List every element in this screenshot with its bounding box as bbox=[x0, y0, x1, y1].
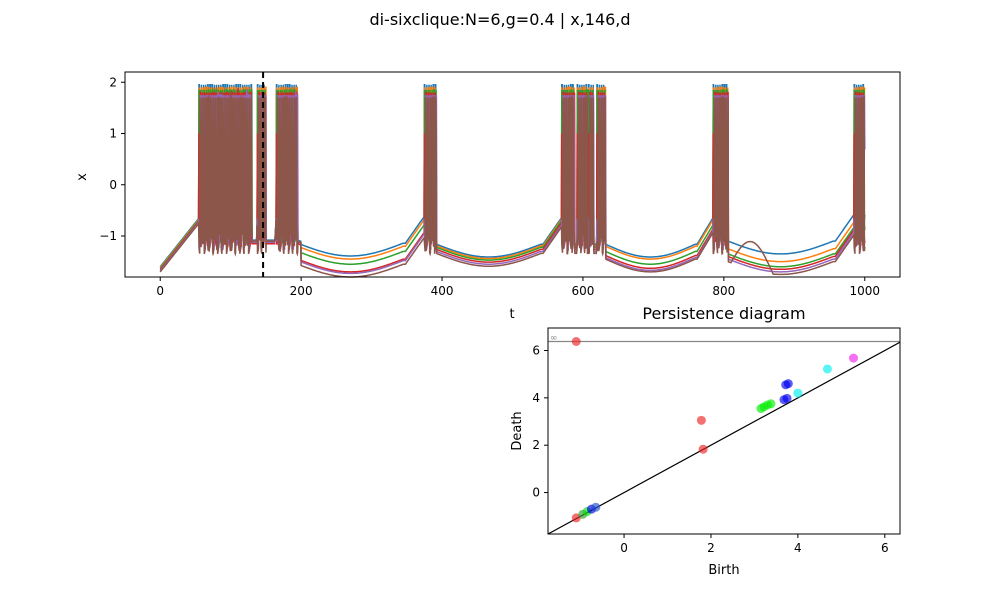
time-series-y-tick-label: 0 bbox=[109, 178, 117, 192]
time-series-x-label: t bbox=[509, 307, 514, 322]
persistence-diagram-frame bbox=[547, 327, 901, 535]
persistence-point bbox=[698, 444, 708, 454]
persistence-y-tick-label: 2 bbox=[532, 438, 540, 452]
figure-suptitle: di-sixclique:N=6,g=0.4 | x,146,d bbox=[369, 10, 630, 29]
time-series-x-tick-label: 400 bbox=[431, 284, 454, 298]
time-series-x-tick-label: 600 bbox=[572, 284, 595, 298]
time-series-y-tick-label: −1 bbox=[99, 229, 117, 243]
persistence-x-tick-label: 2 bbox=[707, 541, 715, 555]
persistence-y-tick-label: 0 bbox=[532, 486, 540, 500]
time-series-x-tick-label: 1000 bbox=[849, 284, 880, 298]
time-series-y-tick-label: 1 bbox=[109, 127, 117, 141]
persistence-x-ticks: 0 2 4 6 bbox=[620, 534, 889, 555]
time-series-x-tick-label: 200 bbox=[290, 284, 313, 298]
persistence-x-tick-label: 6 bbox=[881, 541, 889, 555]
persistence-x-tick-label: 4 bbox=[794, 541, 802, 555]
time-series-x-ticks: 0 200 400 600 800 1000 bbox=[156, 277, 880, 298]
persistence-point bbox=[822, 364, 832, 374]
time-series-panel: 0 200 400 600 800 1000 −1 0 1 2 t x bbox=[75, 71, 901, 322]
persistence-x-tick-label: 0 bbox=[620, 541, 628, 555]
time-series-y-ticks: −1 0 1 2 bbox=[99, 75, 125, 243]
time-series-y-label: x bbox=[75, 173, 90, 181]
persistence-diagram-title: Persistence diagram bbox=[642, 304, 805, 323]
persistence-point bbox=[782, 393, 792, 403]
time-series-y-tick-label: 2 bbox=[109, 75, 117, 89]
persistence-point bbox=[591, 502, 601, 512]
persistence-point bbox=[571, 336, 581, 346]
persistence-y-tick-label: 4 bbox=[532, 391, 540, 405]
persistence-diagram-background bbox=[548, 328, 900, 534]
persistence-point bbox=[783, 379, 793, 389]
persistence-diagram-panel: Persistence diagram ∞ 0 2 4 6 0 2 4 6 Birth De… bbox=[510, 304, 901, 578]
time-series-frame bbox=[124, 71, 901, 278]
persistence-y-tick-label: 6 bbox=[532, 343, 540, 357]
persistence-point bbox=[766, 399, 776, 409]
persistence-x-label: Birth bbox=[708, 563, 739, 578]
persistence-points bbox=[571, 336, 859, 523]
time-series-x-tick-label: 800 bbox=[712, 284, 735, 298]
diagonal-line bbox=[548, 341, 900, 534]
persistence-point bbox=[849, 353, 859, 363]
time-series-line-6 bbox=[159, 90, 866, 278]
persistence-y-label: Death bbox=[510, 411, 525, 450]
persistence-point bbox=[696, 415, 706, 425]
time-series-lines bbox=[159, 84, 866, 278]
persistence-y-ticks: 0 2 4 6 bbox=[532, 343, 548, 500]
time-series-x-tick-label: 0 bbox=[156, 284, 164, 298]
infinity-label: ∞ bbox=[550, 333, 558, 343]
persistence-point bbox=[793, 388, 803, 398]
